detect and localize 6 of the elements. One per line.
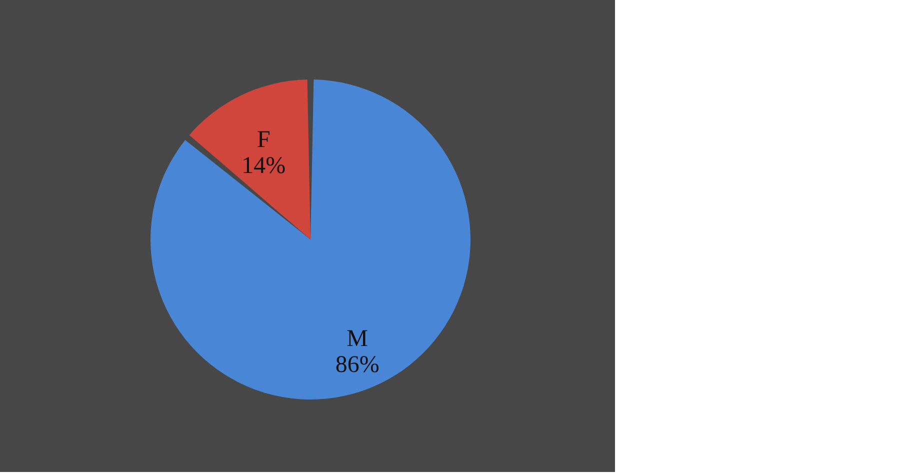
- slice-label: M: [346, 326, 368, 352]
- pie-slice: [150, 80, 470, 400]
- data-label: 14%: [242, 152, 286, 179]
- pie-slice: [189, 80, 310, 240]
- data-label: 86%: [335, 352, 380, 378]
- slice-label: F: [256, 126, 270, 153]
